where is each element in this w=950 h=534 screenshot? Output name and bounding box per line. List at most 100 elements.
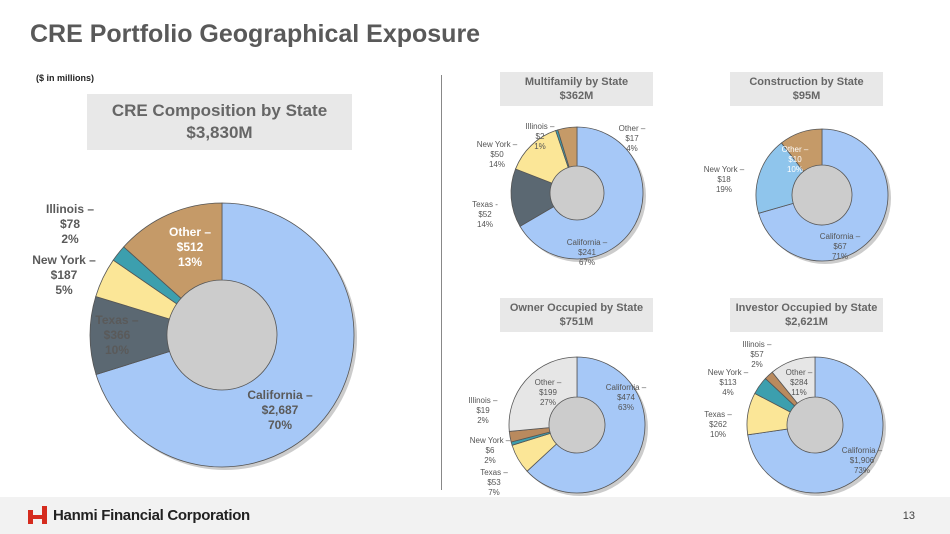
oo-label: Illinois – $19 2%: [469, 396, 498, 426]
label-name: New York –: [703, 165, 745, 174]
io-slice-other: [771, 356, 816, 404]
label-pct: 19%: [715, 185, 732, 194]
label-value: $78: [59, 217, 81, 231]
label-name: Other –: [785, 368, 813, 377]
multifamily-title: Multifamily by State $362M: [500, 72, 653, 106]
label-name: Texas -: [472, 200, 498, 209]
oo-label: California – $474 63%: [606, 383, 646, 413]
hanmi-logo-icon: [28, 506, 47, 524]
label-value: $50: [490, 150, 504, 159]
con-label: Other – $10 10%: [782, 145, 809, 175]
main-total: $3,830M: [186, 123, 253, 142]
label-pct: 2%: [484, 456, 496, 465]
mf-title-text: Multifamily by State: [524, 76, 629, 88]
label-pct: 7%: [488, 488, 500, 497]
label-pct: 11%: [791, 388, 807, 397]
divider: [441, 75, 442, 490]
label-name: Illinois –: [468, 396, 498, 405]
oo-slice-other: [508, 356, 578, 432]
label-pct: 71%: [831, 252, 848, 261]
label-name: Illinois –: [525, 122, 555, 131]
label-name: New York –: [707, 368, 749, 377]
label-pct: 67%: [578, 258, 595, 267]
investor-occupied-title: Investor Occupied by State $2,621M: [730, 298, 883, 332]
con-label: California – $67 71%: [820, 232, 860, 262]
label-value: $1,906: [849, 456, 875, 465]
io-title-text: Investor Occupied by State: [735, 302, 878, 314]
main-label: Illinois – $78 2%: [46, 202, 94, 247]
label-value: $53: [487, 478, 501, 487]
label-name: Other –: [618, 124, 646, 133]
mf-slice-other: [557, 126, 578, 168]
label-pct: 27%: [539, 398, 556, 407]
label-pct: 10%: [709, 430, 727, 439]
label-value: $52: [478, 210, 492, 219]
label-pct: 14%: [488, 160, 505, 169]
mf-label: New York – $50 14%: [477, 140, 517, 170]
label-name: New York –: [32, 253, 96, 267]
con-title-text: Construction by State: [749, 76, 864, 88]
label-name: California –: [841, 446, 883, 455]
label-pct: 5%: [55, 283, 73, 297]
label-value: $6: [485, 446, 495, 455]
label-pct: 10%: [786, 165, 803, 174]
label-pct: 2%: [61, 232, 79, 246]
io-label: Texas – $262 10%: [704, 410, 732, 440]
logo-text: Hanmi Financial Corporation: [53, 506, 250, 524]
io-label: Illinois – $57 2%: [743, 340, 772, 370]
label-pct: 73%: [853, 466, 870, 475]
label-value: $19: [476, 406, 490, 415]
page-title: CRE Portfolio Geographical Exposure: [30, 20, 481, 48]
label-pct: 4%: [626, 144, 638, 153]
label-name: Texas –: [95, 313, 139, 327]
label-pct: 70%: [267, 418, 293, 432]
label-value: $187: [50, 268, 78, 282]
label-name: California –: [247, 388, 313, 402]
construction-title: Construction by State $95M: [730, 72, 883, 106]
oo-slice-california: [526, 356, 646, 494]
io-total: $2,621M: [785, 316, 828, 328]
label-pct: 14%: [476, 220, 494, 229]
label-pct: 13%: [177, 255, 203, 269]
label-pct: 1%: [534, 142, 546, 151]
label-pct: 2%: [477, 416, 489, 425]
label-value: $10: [788, 155, 802, 164]
main-title-text: CRE Composition by State: [111, 101, 328, 120]
label-value: $241: [578, 248, 596, 257]
label-pct: 63%: [617, 403, 634, 412]
main-slice-other: [123, 202, 223, 299]
units-note: ($ in millions): [36, 73, 95, 83]
label-value: $284: [790, 378, 808, 387]
main-label: California – $2,687 70%: [247, 388, 312, 433]
label-name: Illinois –: [45, 202, 95, 216]
label-value: $262: [709, 420, 727, 429]
label-value: $512: [176, 240, 204, 254]
main-chart-title: CRE Composition by State $3,830M: [87, 94, 352, 150]
label-name: Other –: [168, 225, 212, 239]
io-slice-california: [747, 356, 884, 494]
label-name: California –: [819, 232, 861, 241]
oo-title-text: Owner Occupied by State: [509, 302, 644, 314]
main-label: Other – $512 13%: [169, 225, 211, 270]
oo-label: Other – $199 27%: [535, 378, 562, 408]
mf-label: California – $241 67%: [567, 238, 607, 268]
io-label: New York – $113 4%: [708, 368, 748, 398]
io-label: Other – $284 11%: [786, 368, 813, 398]
label-value: $474: [617, 393, 635, 402]
oo-total: $751M: [559, 316, 594, 328]
oo-label: New York – $6 2%: [470, 436, 510, 466]
label-pct: 4%: [722, 388, 734, 397]
mf-label: Texas - $52 14%: [472, 200, 498, 230]
label-name: Other –: [781, 145, 809, 154]
con-total: $95M: [792, 90, 821, 102]
label-value: $2,687: [261, 403, 299, 417]
label-name: New York –: [476, 140, 518, 149]
label-value: $67: [833, 242, 847, 251]
main-label: Texas – $366 10%: [95, 313, 138, 358]
con-label: New York – $18 19%: [704, 165, 744, 195]
label-value: $366: [103, 328, 131, 342]
label-name: California –: [566, 238, 608, 247]
label-name: Illinois –: [742, 340, 772, 349]
